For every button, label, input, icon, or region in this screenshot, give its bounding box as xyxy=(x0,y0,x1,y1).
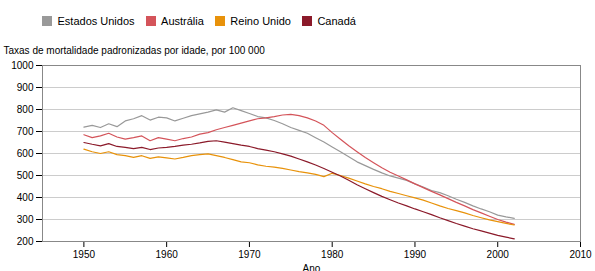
html-text:Estados Unidos: Estados Unidos xyxy=(57,14,135,27)
svg-text:2000: 2000 xyxy=(487,248,510,259)
svg-text:500: 500 xyxy=(17,169,34,180)
svg-text:1950: 1950 xyxy=(73,248,96,259)
html-text:Canadá: Canadá xyxy=(317,14,356,27)
svg-text:1960: 1960 xyxy=(156,248,179,259)
html-text:Reino Unido: Reino Unido xyxy=(230,14,291,27)
svg-text:200: 200 xyxy=(17,235,34,246)
svg-text:1000: 1000 xyxy=(11,59,34,70)
svg-text:2010: 2010 xyxy=(569,248,592,259)
svg-text:Ano: Ano xyxy=(303,262,321,271)
svg-text:900: 900 xyxy=(17,81,34,92)
svg-text:700: 700 xyxy=(17,125,34,136)
svg-text:400: 400 xyxy=(17,191,34,202)
svg-text:800: 800 xyxy=(17,103,34,114)
html-text:Austrália: Austrália xyxy=(161,14,204,27)
svg-text:600: 600 xyxy=(17,147,34,158)
svg-text:1990: 1990 xyxy=(404,248,427,259)
svg-text:1980: 1980 xyxy=(321,248,344,259)
svg-text:Taxas de mortalidade padroniza: Taxas de mortalidade padronizadas por id… xyxy=(4,44,266,55)
svg-text:1970: 1970 xyxy=(238,248,261,259)
svg-text:300: 300 xyxy=(17,213,34,224)
